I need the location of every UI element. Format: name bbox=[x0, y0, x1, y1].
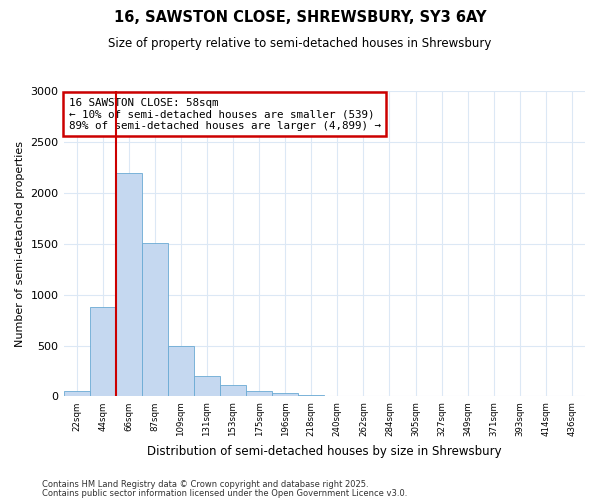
Text: 16, SAWSTON CLOSE, SHREWSBURY, SY3 6AY: 16, SAWSTON CLOSE, SHREWSBURY, SY3 6AY bbox=[114, 10, 486, 25]
Bar bbox=[272, 394, 298, 396]
Bar bbox=[142, 243, 168, 396]
Text: Size of property relative to semi-detached houses in Shrewsbury: Size of property relative to semi-detach… bbox=[109, 38, 491, 51]
Y-axis label: Number of semi-detached properties: Number of semi-detached properties bbox=[15, 141, 25, 347]
Text: Contains HM Land Registry data © Crown copyright and database right 2025.: Contains HM Land Registry data © Crown c… bbox=[42, 480, 368, 489]
X-axis label: Distribution of semi-detached houses by size in Shrewsbury: Distribution of semi-detached houses by … bbox=[147, 444, 502, 458]
Bar bbox=[194, 376, 220, 396]
Text: 16 SAWSTON CLOSE: 58sqm
← 10% of semi-detached houses are smaller (539)
89% of s: 16 SAWSTON CLOSE: 58sqm ← 10% of semi-de… bbox=[69, 98, 381, 131]
Bar bbox=[168, 346, 194, 397]
Bar bbox=[64, 392, 89, 396]
Text: Contains public sector information licensed under the Open Government Licence v3: Contains public sector information licen… bbox=[42, 489, 407, 498]
Bar bbox=[246, 392, 272, 396]
Bar bbox=[220, 385, 246, 396]
Bar bbox=[116, 173, 142, 396]
Bar bbox=[89, 307, 116, 396]
